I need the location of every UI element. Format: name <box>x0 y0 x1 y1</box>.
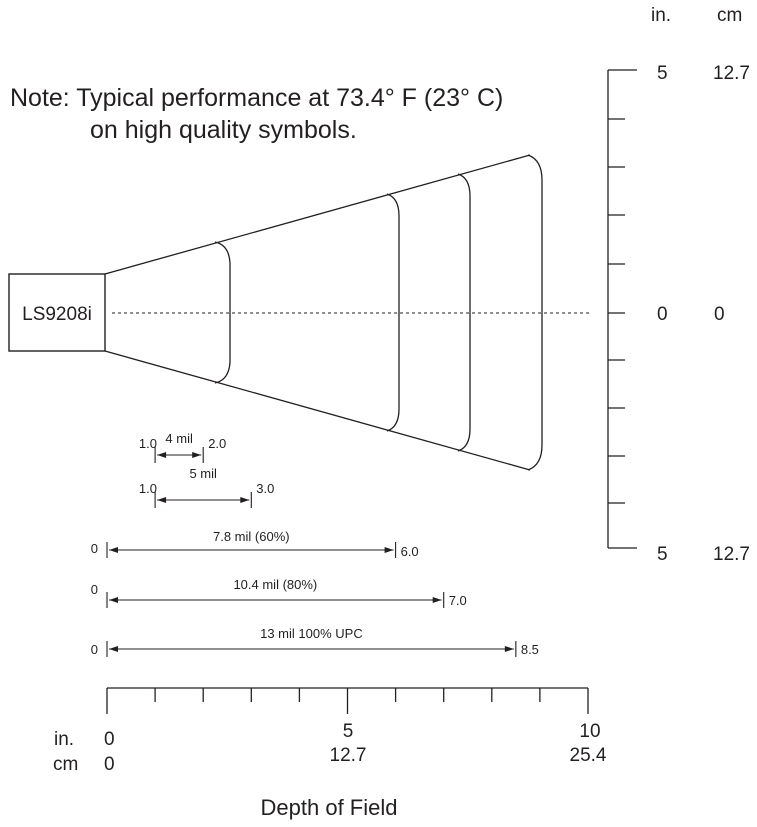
range-far-label: 6.0 <box>401 544 419 559</box>
range-4-mil: 1.0 2.0 4 mil <box>139 431 226 463</box>
depth-in-label-5: 5 <box>343 721 354 742</box>
vertical-mid-cm: 0 <box>714 304 725 325</box>
vertical-unit-cm: cm <box>717 5 742 26</box>
range-right-arrowhead <box>504 646 514 652</box>
depth-in-label-0: 0 <box>104 729 115 750</box>
scan-width-arc-4 <box>527 154 543 471</box>
scanner-label: LS9208i <box>22 304 92 325</box>
vertical-scale: in. cm 5 12.7 0 0 5 12.7 <box>607 5 750 565</box>
range-label: 7.8 mil (60%) <box>213 529 290 544</box>
range-far-label: 7.0 <box>449 593 467 608</box>
range-right-arrowhead <box>192 452 202 458</box>
scan-width-arc-3 <box>457 173 471 452</box>
vertical-bottom-cm: 12.7 <box>713 544 750 565</box>
vertical-top-in: 5 <box>657 63 668 84</box>
vertical-mid-in: 0 <box>657 304 668 325</box>
cone-top-edge <box>104 154 531 275</box>
range-left-arrowhead <box>157 452 167 458</box>
range-right-arrowhead <box>240 497 250 503</box>
note-line-2: on high quality symbols. <box>90 116 357 144</box>
scanner-box: LS9208i <box>8 273 106 352</box>
vertical-top-cm: 12.7 <box>713 63 750 84</box>
range-near-label: 1.0 <box>139 481 157 496</box>
range-7-8-mil: 0 6.0 7.8 mil (60%) <box>91 529 419 559</box>
range-right-arrowhead <box>384 547 394 553</box>
range-10-4-mil: 0 7.0 10.4 mil (80%) <box>91 577 467 608</box>
depth-cm-label-12-7: 12.7 <box>330 745 367 766</box>
cone-bottom-edge <box>104 350 531 471</box>
range-label: 13 mil 100% UPC <box>260 626 363 641</box>
depth-unit-in: in. <box>54 729 74 750</box>
range-near-label: 0 <box>91 541 98 556</box>
depth-cm-label-0: 0 <box>104 754 115 775</box>
range-label: 5 mil <box>189 466 217 481</box>
range-right-arrowhead <box>432 597 442 603</box>
range-far-label: 2.0 <box>208 436 226 451</box>
range-label: 4 mil <box>165 431 193 446</box>
vertical-unit-in: in. <box>651 5 671 26</box>
range-left-arrowhead <box>109 646 118 652</box>
scanner-outline <box>8 273 106 352</box>
range-far-label: 8.5 <box>521 642 539 657</box>
vertical-bottom-in: 5 <box>657 544 668 565</box>
range-far-label: 3.0 <box>256 481 274 496</box>
depth-unit-cm: cm <box>53 754 78 775</box>
depth-axis: in. cm 0 5 10 0 12.7 25.4 <box>53 687 607 775</box>
note-line-1: Note: Typical performance at 73.4° F (23… <box>10 84 503 112</box>
figure-title: Depth of Field <box>261 795 398 820</box>
scan-width-arc-1 <box>214 241 231 384</box>
scan-width-arc-2 <box>386 193 400 432</box>
range-label: 10.4 mil (80%) <box>233 577 317 592</box>
scan-field-cone <box>104 154 592 471</box>
range-5-mil: 1.0 3.0 5 mil <box>139 466 274 508</box>
range-13-mil-upc: 0 8.5 13 mil 100% UPC <box>91 626 539 657</box>
range-left-arrowhead <box>109 547 118 553</box>
depth-in-label-10: 10 <box>579 721 600 742</box>
range-left-arrowhead <box>109 597 118 603</box>
range-left-arrowhead <box>157 497 167 503</box>
range-near-label: 0 <box>91 582 98 597</box>
depth-cm-label-25-4: 25.4 <box>570 745 607 766</box>
range-near-label: 0 <box>91 642 98 657</box>
range-near-label: 1.0 <box>139 436 157 451</box>
